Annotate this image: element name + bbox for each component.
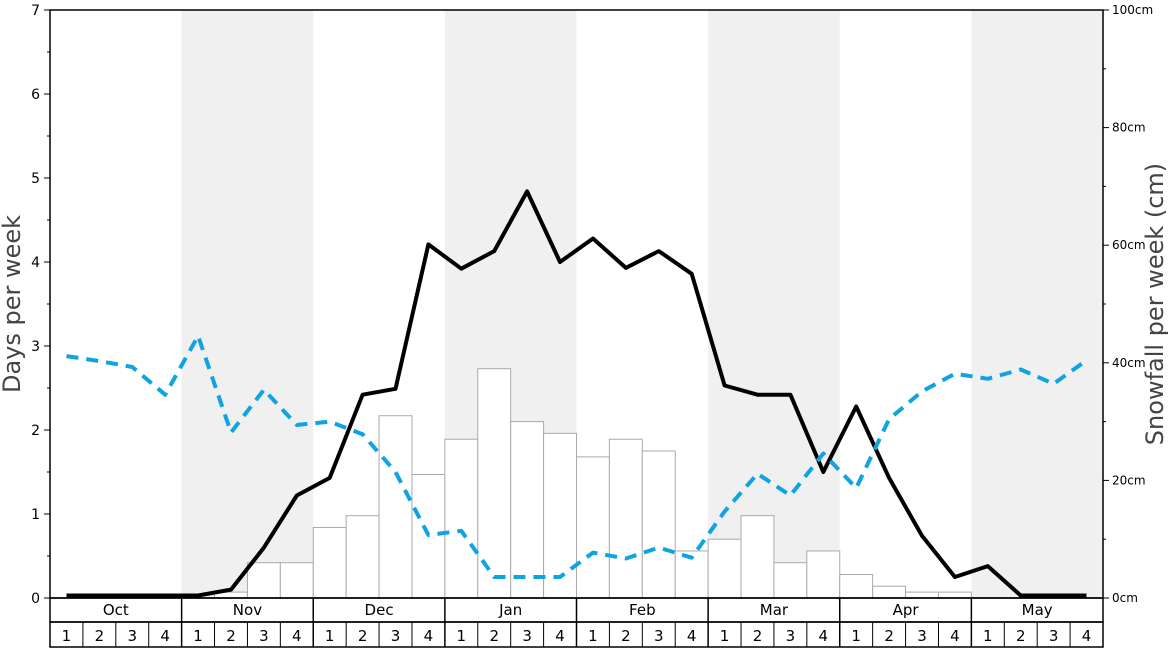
snowfall-bar	[279, 562, 314, 599]
shade-mar	[708, 10, 840, 598]
week-label: 3	[259, 627, 269, 645]
week-label: 3	[522, 627, 532, 645]
week-label: 4	[687, 627, 697, 645]
snowfall-bar	[707, 538, 742, 599]
right-tick-label: 40cm	[1112, 356, 1146, 370]
month-label-feb: Feb	[629, 601, 656, 619]
snowfall-bar	[312, 526, 347, 599]
week-label: 1	[983, 627, 993, 645]
snowfall-bar	[444, 438, 479, 599]
left-tick-label: 4	[31, 255, 40, 271]
month-label-nov: Nov	[233, 601, 262, 619]
week-label: 2	[753, 627, 763, 645]
week-label: 4	[1082, 627, 1092, 645]
left-tick-label: 2	[31, 423, 40, 439]
week-label: 1	[62, 627, 72, 645]
month-shading	[181, 10, 1103, 598]
solid-line	[66, 189, 1087, 598]
left-tick-label: 5	[31, 171, 40, 187]
week-label: 2	[226, 627, 236, 645]
snowfall-bar	[740, 515, 775, 599]
month-label-oct: Oct	[103, 601, 129, 619]
right-tick-label: 100cm	[1112, 3, 1153, 17]
left-axis-label: Days per week	[0, 215, 26, 393]
month-label-jan: Jan	[498, 601, 522, 619]
week-label: 3	[917, 627, 927, 645]
week-label: 4	[292, 627, 302, 645]
week-label: 4	[819, 627, 829, 645]
dashed-line	[66, 333, 1088, 579]
left-tick-label: 7	[31, 3, 40, 19]
right-tick-label: 0cm	[1112, 591, 1138, 605]
week-label: 1	[193, 627, 203, 645]
week-label: 2	[621, 627, 631, 645]
week-label: 1	[720, 627, 730, 645]
right-tick-label: 60cm	[1112, 238, 1146, 252]
week-label: 1	[588, 627, 598, 645]
week-label: 4	[950, 627, 960, 645]
week-label: 3	[1049, 627, 1059, 645]
week-label: 3	[786, 627, 796, 645]
week-label: 4	[555, 627, 565, 645]
snowfall-bar	[905, 591, 939, 599]
month-label-row: Oct Nov Dec Jan Feb Mar Apr May	[49, 597, 1104, 623]
week-label: 1	[457, 627, 467, 645]
week-label: 2	[884, 627, 894, 645]
data-lines	[66, 189, 1088, 598]
week-label: 1	[851, 627, 861, 645]
week-label: 3	[391, 627, 401, 645]
snowfall-bar	[345, 515, 380, 599]
snowfall-bar	[576, 456, 610, 599]
week-label: 3	[127, 627, 137, 645]
week-label: 4	[424, 627, 434, 645]
snowfall-bar	[510, 421, 545, 599]
week-label: 2	[1016, 627, 1026, 645]
month-label-dec: Dec	[365, 601, 394, 619]
snowfall-bar	[246, 562, 281, 599]
snowfall-bar	[937, 591, 972, 599]
shade-nov	[181, 10, 314, 598]
week-label: 2	[95, 627, 105, 645]
month-label-mar: Mar	[760, 601, 789, 619]
snowfall-bar	[608, 438, 643, 599]
month-label-may: May	[1022, 601, 1053, 619]
week-label: 1	[325, 627, 335, 645]
snowfall-bar	[839, 573, 874, 599]
snowfall-bar	[378, 415, 413, 599]
week-label: 2	[489, 627, 499, 645]
snowfall-bar	[806, 550, 841, 599]
left-tick-label: 0	[31, 591, 40, 607]
left-tick-label: 6	[31, 87, 40, 103]
week-label: 2	[358, 627, 368, 645]
week-label: 4	[160, 627, 170, 645]
left-axis: 0 1 2 3 4 5 6 7	[31, 3, 50, 607]
right-axis: 0cm 20cm 40cm 60cm 80cm 100cm	[1103, 3, 1153, 605]
right-tick-label: 20cm	[1112, 473, 1146, 487]
week-label: 3	[654, 627, 664, 645]
week-label-row: 1 2 3 4 1 2 3 4 1 2 3 4 1 2 3 4 1 2 3 4 1 2 3 4 1 2 3 4 1 2 3 4	[49, 621, 1104, 648]
left-tick-label: 3	[31, 339, 40, 355]
snowfall-bar	[641, 450, 676, 599]
right-tick-label: 80cm	[1112, 121, 1146, 135]
left-tick-label: 1	[31, 507, 40, 523]
snowfall-bar	[543, 432, 577, 599]
right-axis-label: Snowfall per week (cm)	[1141, 163, 1168, 445]
shade-may	[971, 10, 1103, 598]
snowfall-bar	[872, 585, 907, 599]
snowfall-bar	[773, 562, 808, 599]
month-label-apr: Apr	[893, 601, 920, 619]
